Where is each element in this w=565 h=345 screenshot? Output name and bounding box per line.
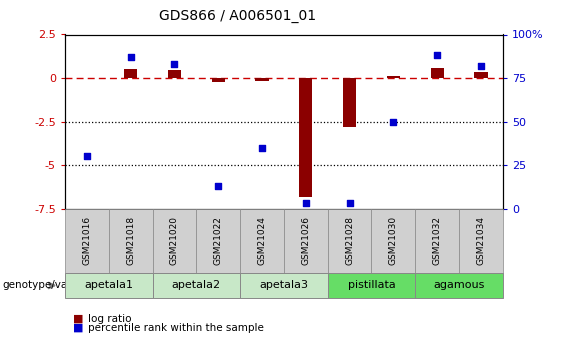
Bar [343, 78, 356, 127]
Text: GSM21034: GSM21034 [476, 216, 485, 265]
Text: ■: ■ [73, 314, 84, 324]
Bar [475, 72, 488, 78]
Text: GSM21018: GSM21018 [126, 216, 135, 265]
Point [170, 61, 179, 67]
Bar [431, 68, 444, 78]
Text: pistillata: pistillata [347, 280, 396, 290]
Text: ■: ■ [73, 323, 84, 333]
Text: apetala2: apetala2 [172, 280, 221, 290]
Text: GSM21030: GSM21030 [389, 216, 398, 265]
Text: agamous: agamous [433, 280, 485, 290]
Text: genotype/variation: genotype/variation [3, 280, 102, 290]
Text: GSM21022: GSM21022 [214, 216, 223, 265]
Text: GSM21028: GSM21028 [345, 216, 354, 265]
Text: apetala3: apetala3 [259, 280, 308, 290]
Bar [387, 76, 400, 78]
Point [476, 63, 485, 69]
Bar [212, 78, 225, 82]
Point [345, 201, 354, 206]
Text: GSM21024: GSM21024 [258, 216, 267, 265]
Text: apetala1: apetala1 [84, 280, 133, 290]
Bar [299, 78, 312, 197]
Text: GSM21020: GSM21020 [170, 216, 179, 265]
Text: percentile rank within the sample: percentile rank within the sample [88, 323, 263, 333]
Point [258, 145, 267, 150]
Text: log ratio: log ratio [88, 314, 131, 324]
Text: GSM21032: GSM21032 [433, 216, 442, 265]
Text: GDS866 / A006501_01: GDS866 / A006501_01 [159, 9, 316, 23]
Bar [255, 78, 268, 81]
Point [389, 119, 398, 124]
Point [214, 183, 223, 189]
Text: GSM21016: GSM21016 [82, 216, 92, 265]
Text: GSM21026: GSM21026 [301, 216, 310, 265]
Point [301, 201, 310, 206]
Point [433, 53, 442, 58]
Bar [168, 70, 181, 78]
Bar [124, 69, 137, 78]
Point [126, 55, 135, 60]
Point [82, 154, 92, 159]
